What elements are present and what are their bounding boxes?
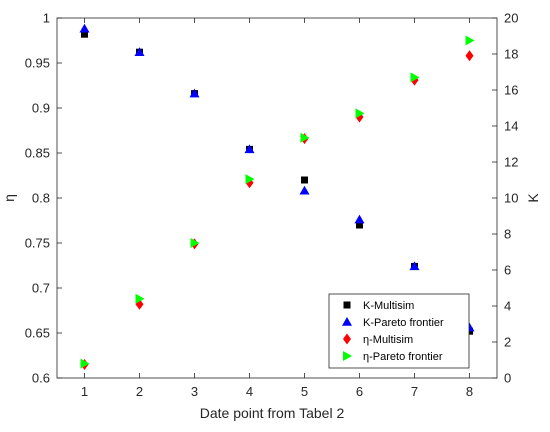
legend: K-Multisim K-Pareto frontier η-Multisim η-P… — [328, 293, 470, 369]
data-point — [190, 238, 200, 248]
data-point — [189, 88, 200, 98]
series-3 — [80, 35, 475, 369]
data-point — [299, 185, 310, 195]
data-point — [300, 132, 310, 143]
right-tick-label: 2 — [504, 335, 511, 350]
x-tick-label: 8 — [466, 384, 473, 399]
data-point — [410, 72, 420, 83]
right-tick-label: 6 — [504, 263, 511, 278]
right-tick-label: 10 — [504, 191, 518, 206]
legend-label: η-Pareto frontier — [363, 351, 443, 363]
left-tick-label: 0.9 — [32, 101, 50, 116]
left-y-axis-label: η — [1, 194, 17, 202]
left-tick-label: 0.85 — [25, 146, 50, 161]
data-point — [134, 47, 145, 56]
right-tick-label: 16 — [504, 83, 518, 98]
left-tick-label: 0.8 — [32, 191, 50, 206]
legend-entry: η-Pareto frontier — [343, 351, 443, 363]
data-point — [80, 358, 90, 369]
legend-label: K-Pareto frontier — [363, 317, 444, 329]
x-tick-label: 3 — [191, 384, 198, 399]
series-layer — [79, 23, 475, 370]
x-tick-label: 2 — [136, 384, 143, 399]
legend-entry: K-Multisim — [343, 300, 414, 312]
data-point — [465, 50, 474, 62]
x-tick-label: 7 — [411, 384, 418, 399]
x-axis-ticks: 1 2 3 4 5 6 7 8 — [81, 18, 473, 399]
right-tick-label: 14 — [504, 119, 518, 134]
legend-marker — [342, 317, 352, 326]
right-tick-label: 8 — [504, 227, 511, 242]
legend-marker — [343, 333, 351, 345]
left-tick-label: 1 — [43, 11, 50, 26]
x-tick-label: 4 — [246, 384, 253, 399]
series-1 — [79, 23, 475, 332]
data-point — [355, 108, 365, 119]
legend-marker — [343, 301, 351, 309]
data-point — [409, 261, 420, 271]
legend-marker — [343, 351, 352, 361]
data-point — [465, 35, 475, 46]
right-tick-label: 18 — [504, 47, 518, 62]
data-point — [354, 214, 365, 224]
data-point — [81, 30, 88, 38]
legend-label: K-Multisim — [363, 300, 414, 312]
left-tick-label: 0.6 — [32, 371, 50, 386]
legend-entry: K-Pareto frontier — [342, 317, 444, 329]
left-tick-label: 0.95 — [25, 56, 50, 71]
right-tick-label: 20 — [504, 11, 518, 26]
legend-box — [328, 293, 470, 369]
right-axis-ticks: 0 2 4 6 8 10 12 14 16 18 20 — [492, 11, 518, 386]
data-point — [245, 174, 255, 185]
x-tick-label: 5 — [301, 384, 308, 399]
left-tick-label: 0.7 — [32, 281, 50, 296]
right-y-axis-label: K — [525, 193, 541, 203]
x-tick-label: 6 — [356, 384, 363, 399]
data-point — [135, 293, 145, 304]
data-point — [244, 144, 255, 154]
data-point — [356, 221, 363, 229]
right-tick-label: 4 — [504, 299, 511, 314]
left-tick-label: 0.65 — [25, 326, 50, 341]
right-tick-label: 12 — [504, 155, 518, 170]
legend-entry: η-Multisim — [343, 333, 413, 346]
x-tick-label: 1 — [81, 384, 88, 399]
data-point — [79, 23, 90, 33]
right-tick-label: 0 — [504, 371, 511, 386]
data-point — [301, 176, 308, 184]
legend-label: η-Multisim — [363, 334, 413, 346]
left-tick-label: 0.75 — [25, 236, 50, 251]
x-axis-label: Date point from Tabel 2 — [200, 405, 345, 421]
left-axis-ticks: 0.6 0.65 0.7 0.75 0.8 0.85 0.9 0.95 1 — [25, 11, 62, 386]
